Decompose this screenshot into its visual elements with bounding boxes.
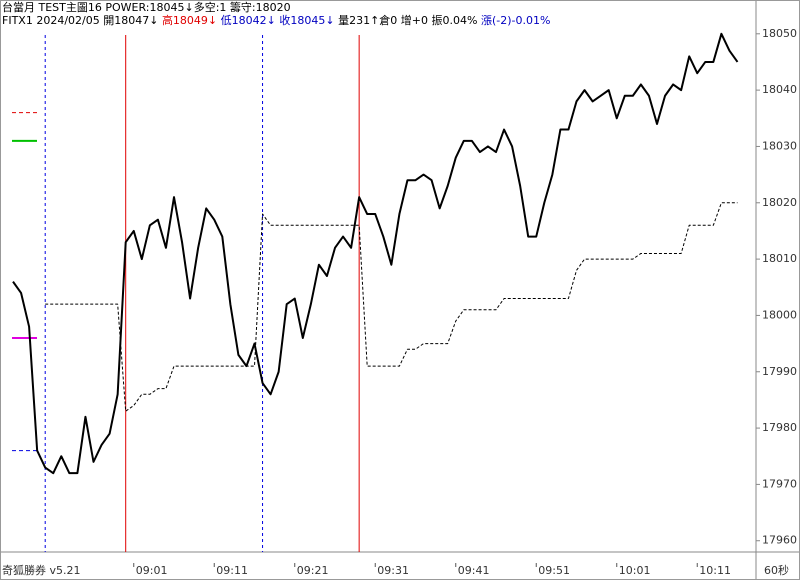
y-tick-label: 18000 [762, 308, 797, 321]
header-segment: 高18049↓ [161, 14, 218, 27]
x-tick-label: 10:01 [619, 564, 651, 577]
interval: 60秒 [764, 563, 789, 577]
header-segment: 量231↑倉0 增+0 振0.04% [338, 14, 478, 27]
y-tick-label: 18010 [762, 252, 797, 265]
x-tick-label: 09:31 [377, 564, 409, 577]
x-tick-label: 09:51 [538, 564, 570, 577]
x-tick-label: 09:21 [297, 564, 329, 577]
header-line2: FITX1 2024/02/05 開18047↓ 高18049↓ 低18042↓… [2, 14, 550, 27]
y-tick-label: 18040 [762, 83, 797, 96]
x-tick-label: 10:11 [699, 564, 731, 577]
series-line [12, 32, 739, 475]
y-tick-label: 17980 [762, 421, 797, 434]
header-line1: 台當月 TEST主圖16 POWER:18045↓多空:1 籌守:18020 [2, 1, 291, 14]
x-tick-label: 09:11 [216, 564, 248, 577]
x-tick-label: 09:41 [458, 564, 490, 577]
y-tick-label: 17970 [762, 477, 797, 490]
header-segment: 漲(-2)-0.01% [480, 14, 551, 27]
series-line [45, 202, 738, 412]
y-tick-label: 18030 [762, 139, 797, 152]
app-name: 奇狐勝券 v5.21 [2, 563, 81, 577]
y-tick-label: 18020 [762, 196, 797, 209]
y-tick-label: 17960 [762, 534, 797, 547]
header-segment: FITX1 2024/02/05 開18047↓ [2, 14, 159, 27]
y-tick-label: 18050 [762, 27, 797, 40]
header-segment: 低18042↓ [220, 14, 276, 27]
header-segment: 收18045↓ [279, 14, 335, 27]
x-tick-label: 09:01 [136, 564, 168, 577]
y-tick-label: 17990 [762, 365, 797, 378]
